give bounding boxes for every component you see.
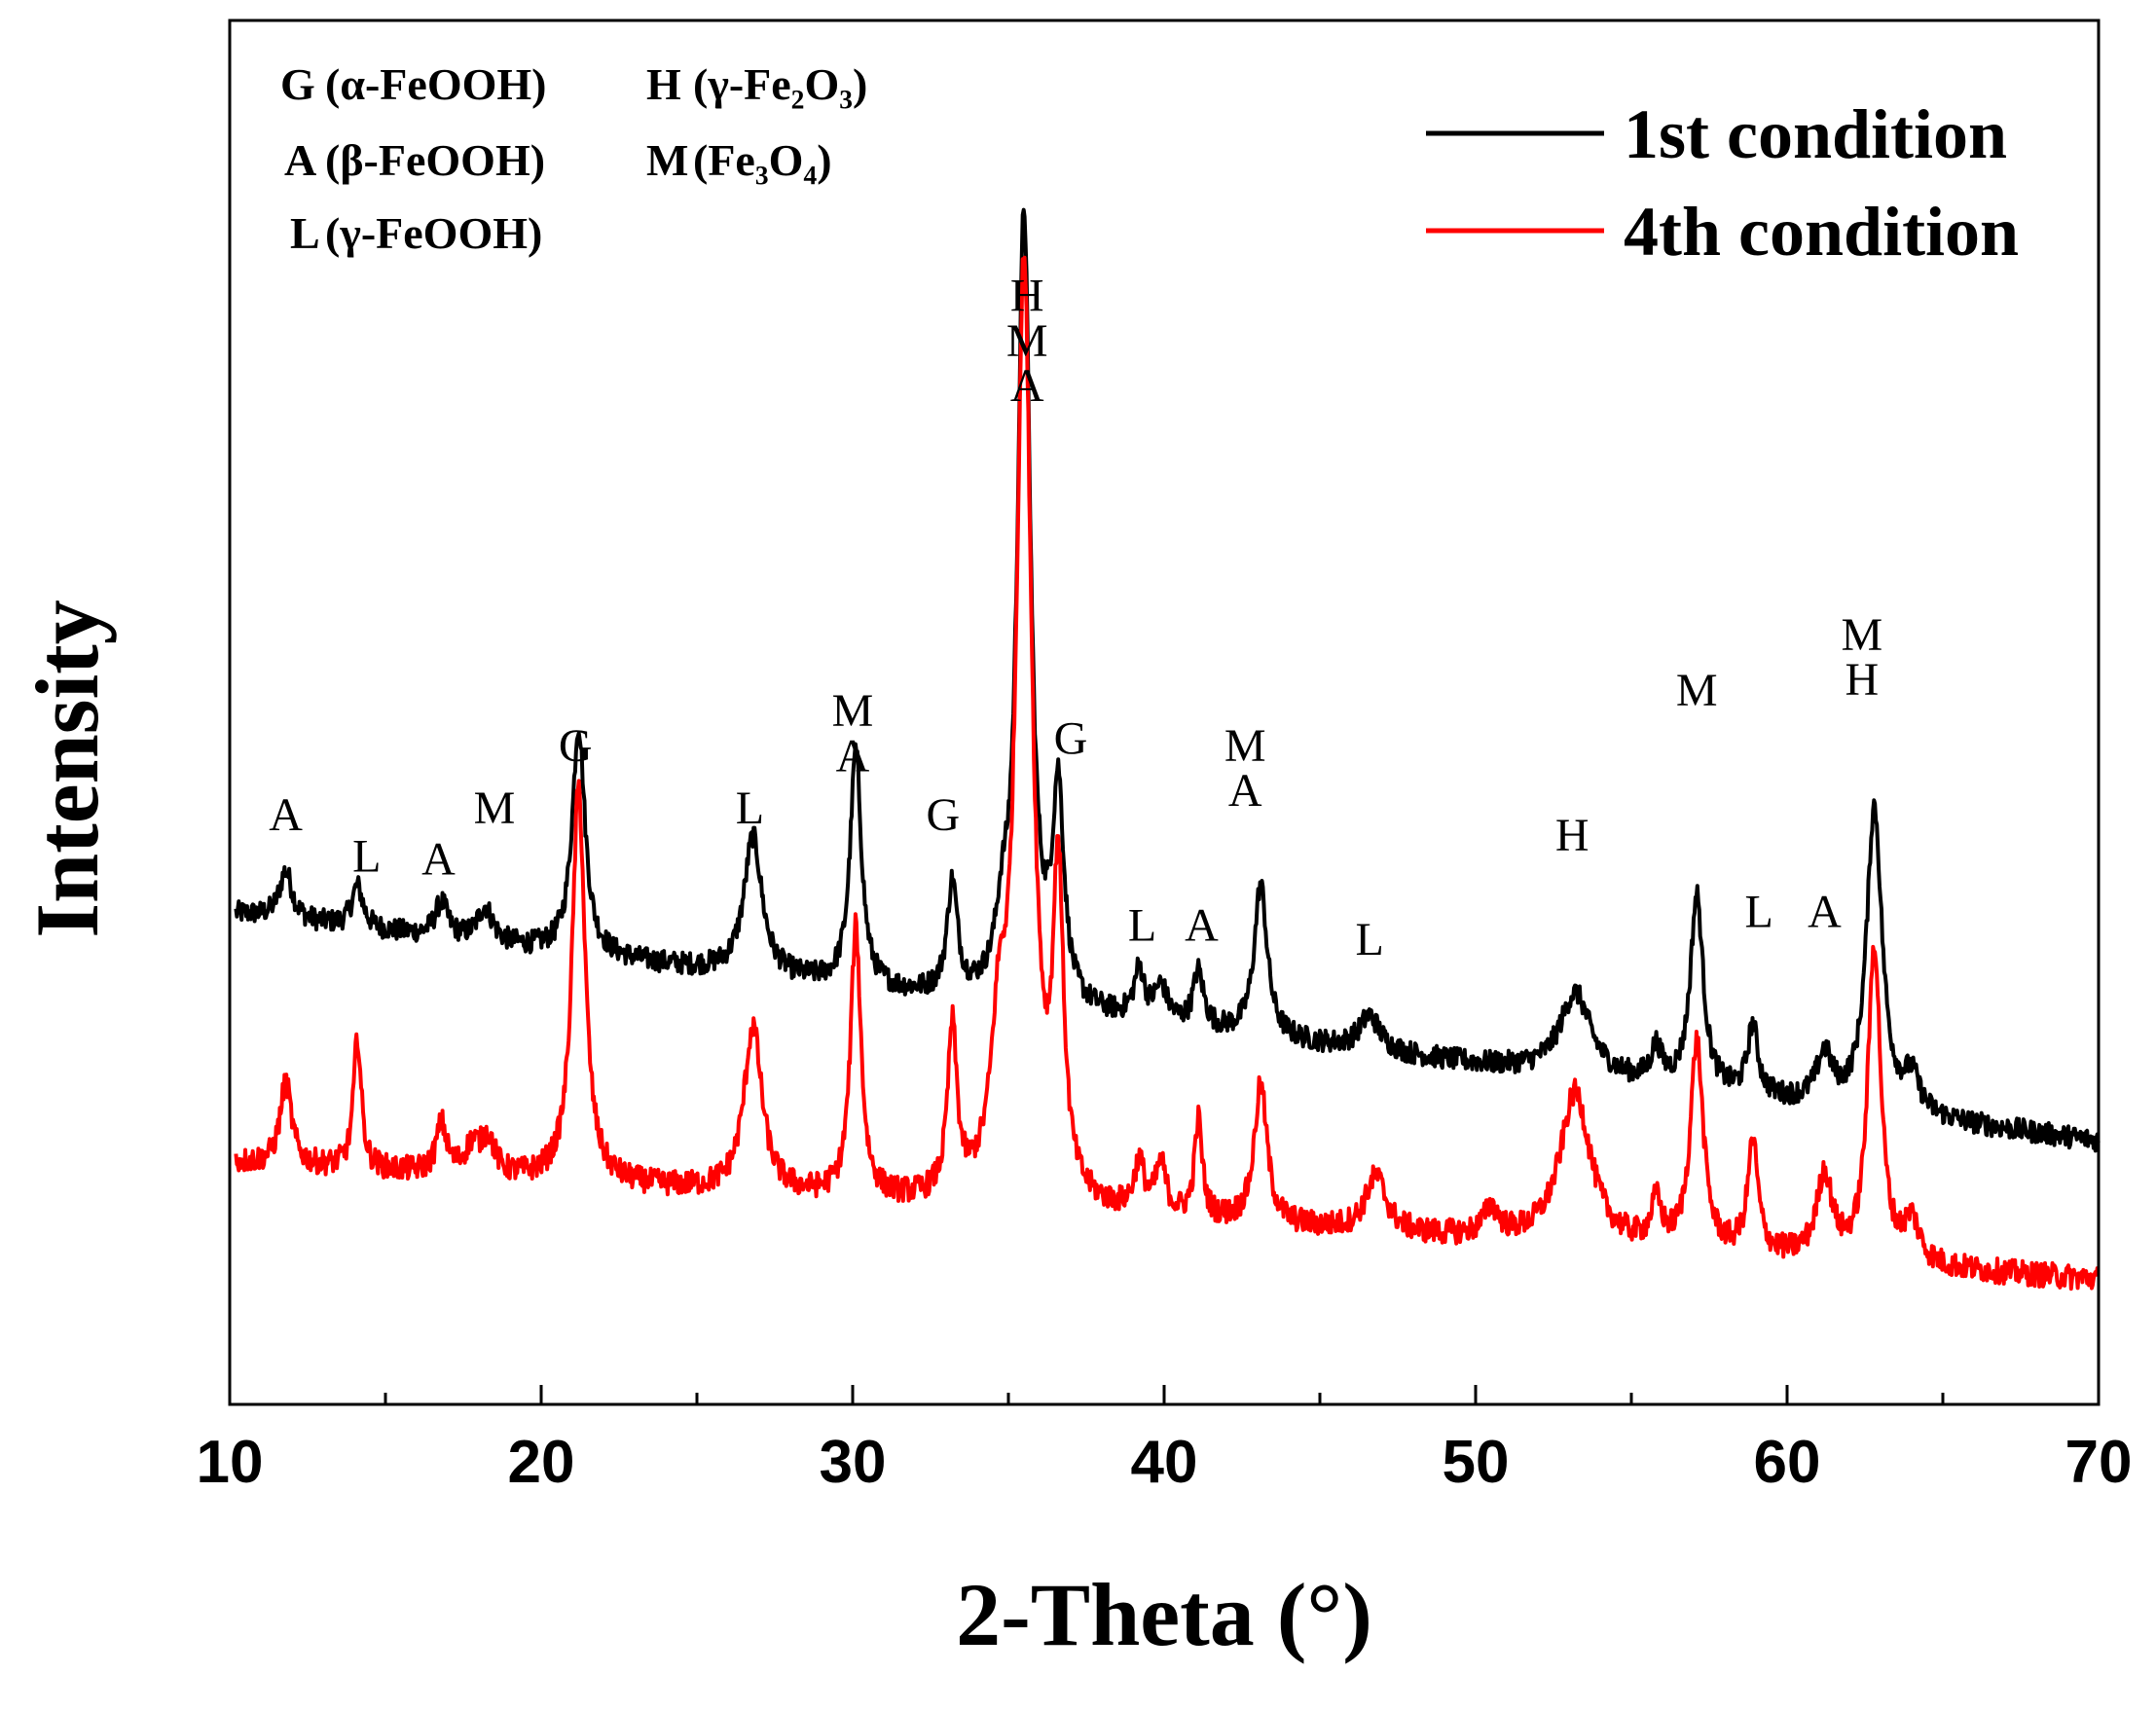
peak-label: H: [1555, 810, 1590, 861]
phase-key-letter: M: [646, 135, 688, 185]
phase-key-name: (γ-Fe₂O₃): [693, 59, 867, 109]
phase-key-name: (Fe₃O₄): [693, 135, 832, 185]
peak-label: A: [421, 833, 456, 885]
series-line-4th-condition: [234, 255, 2101, 1292]
phase-key-name: (γ-FeOOH): [325, 208, 542, 258]
x-tick-label: 40: [1131, 1429, 1198, 1496]
peak-label: L: [736, 782, 764, 834]
x-tick-label: 60: [1754, 1429, 1821, 1496]
x-tick-label: 50: [1443, 1429, 1510, 1496]
series-line-1st-condition: [234, 207, 2101, 1153]
peak-label: M: [1224, 720, 1266, 772]
peak-label: A: [1228, 765, 1262, 817]
legend: 1st condition 4th condition: [1426, 95, 2019, 271]
phase-key-letter: L: [290, 208, 320, 258]
x-axis-title: 2-Theta (°): [956, 1565, 1372, 1664]
peak-label: A: [1010, 360, 1044, 412]
peak-label: M: [1006, 315, 1048, 367]
peak-label: A: [269, 789, 303, 841]
peak-label: H: [1845, 654, 1879, 706]
peak-label: L: [1128, 900, 1156, 952]
peak-label: G: [926, 789, 960, 841]
x-tick-label: 70: [2065, 1429, 2133, 1496]
peak-label: M: [1676, 665, 1718, 716]
peak-label: M: [474, 782, 516, 834]
x-tick-label: 30: [820, 1429, 887, 1496]
x-tick-label: 20: [508, 1429, 575, 1496]
peak-label: A: [1808, 886, 1842, 937]
x-tick-label: 10: [197, 1429, 264, 1496]
peak-label: L: [1356, 914, 1384, 965]
phase-key-name: (β-FeOOH): [325, 135, 545, 185]
legend-label-4th: 4th condition: [1624, 193, 2019, 271]
peak-label: G: [1054, 713, 1088, 765]
y-axis-title: Intensity: [18, 600, 117, 938]
peak-label: A: [836, 730, 870, 782]
peak-label: G: [559, 720, 593, 772]
x-axis-ticks: 10 20 30 40 50 60 70: [197, 1385, 2133, 1496]
peak-label: A: [1185, 900, 1219, 952]
peak-label: H: [1010, 271, 1044, 322]
phase-key: G (α-FeOOH) H (γ-Fe₂O₃) A (β-FeOOH) M (F…: [280, 59, 867, 258]
phase-key-name: (α-FeOOH): [325, 59, 546, 109]
peak-label: M: [832, 685, 874, 737]
peak-label: L: [1745, 886, 1773, 937]
peak-label: L: [352, 831, 381, 883]
series-layer: [234, 207, 2101, 1292]
phase-key-letter: A: [284, 135, 316, 185]
phase-key-letter: H: [646, 59, 681, 109]
phase-key-letter: G: [280, 59, 315, 109]
peak-label: M: [1841, 609, 1882, 661]
legend-label-1st: 1st condition: [1624, 95, 2007, 173]
